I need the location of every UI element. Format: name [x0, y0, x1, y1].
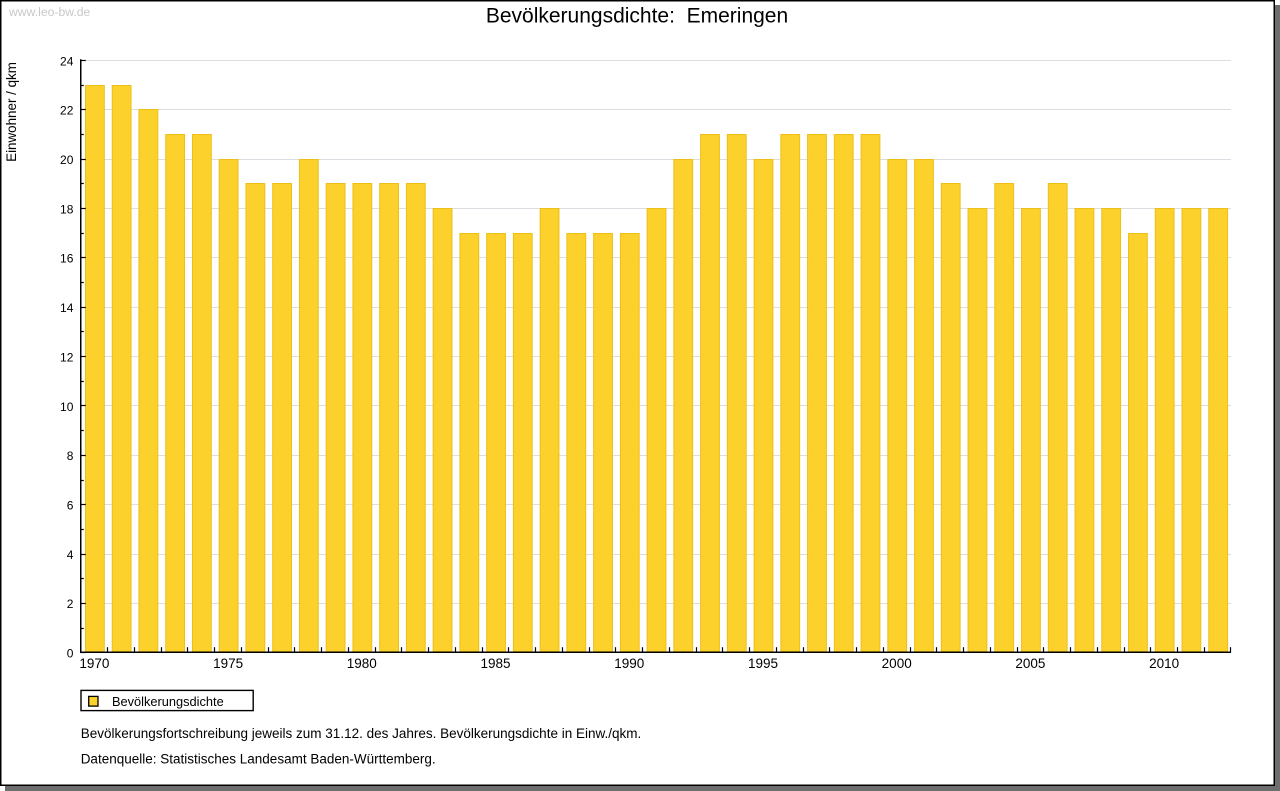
svg-text:Bevölkerungsdichte: Bevölkerungsdichte [112, 694, 224, 709]
svg-text:14: 14 [60, 301, 74, 315]
svg-text:1995: 1995 [748, 656, 778, 671]
svg-text:Bevölkerungsdichte: Emeringen: Bevölkerungsdichte: Emeringen [486, 4, 788, 27]
svg-text:2000: 2000 [882, 656, 912, 671]
svg-text:1975: 1975 [213, 656, 243, 671]
svg-text:4: 4 [67, 548, 74, 562]
svg-text:1985: 1985 [481, 656, 511, 671]
svg-text:0: 0 [67, 647, 74, 661]
svg-text:Bevölkerungsfortschreibung jew: Bevölkerungsfortschreibung jeweils zum 3… [81, 726, 642, 741]
svg-text:20: 20 [60, 153, 74, 167]
svg-text:1990: 1990 [614, 656, 644, 671]
svg-text:10: 10 [60, 400, 74, 414]
svg-text:Datenquelle: Statistisches Lan: Datenquelle: Statistisches Landesamt Bad… [81, 751, 436, 766]
svg-text:8: 8 [67, 449, 74, 463]
svg-text:6: 6 [67, 499, 74, 513]
svg-text:12: 12 [60, 350, 74, 364]
svg-text:www.leo-bw.de: www.leo-bw.de [8, 5, 91, 19]
svg-text:1980: 1980 [347, 656, 377, 671]
svg-text:22: 22 [60, 104, 74, 118]
svg-text:Einwohner / qkm: Einwohner / qkm [4, 62, 19, 162]
svg-text:24: 24 [60, 54, 74, 68]
svg-text:2010: 2010 [1149, 656, 1179, 671]
svg-text:2005: 2005 [1015, 656, 1045, 671]
svg-text:16: 16 [60, 252, 74, 266]
svg-text:1970: 1970 [79, 656, 109, 671]
svg-text:2: 2 [67, 597, 74, 611]
svg-text:18: 18 [60, 202, 74, 216]
